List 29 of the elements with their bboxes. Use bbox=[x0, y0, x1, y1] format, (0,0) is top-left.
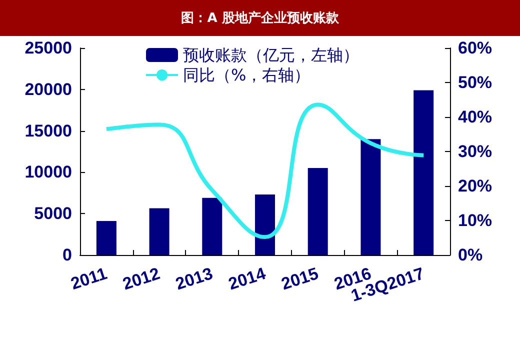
line-series bbox=[104, 102, 426, 240]
y-tick-label: 25000 bbox=[24, 38, 72, 58]
y2-tick-label: 60% bbox=[458, 38, 492, 58]
y2-tick-label: 40% bbox=[458, 108, 492, 126]
bar bbox=[308, 168, 328, 255]
x-tick-label: 2011 bbox=[68, 264, 110, 294]
bar bbox=[96, 221, 116, 255]
y-tick-label: 15000 bbox=[24, 121, 72, 140]
y2-tick-label: 10% bbox=[458, 211, 492, 230]
bar bbox=[149, 208, 170, 255]
y-tick-label: 10000 bbox=[24, 162, 72, 182]
y-tick-label: 20000 bbox=[24, 80, 72, 99]
chart-title: 图：A 股地产企业预收账款 bbox=[0, 0, 520, 36]
legend-label: 同比（%，右轴） bbox=[183, 66, 310, 84]
x-tick-label: 2013 bbox=[173, 264, 216, 294]
bar bbox=[360, 139, 381, 255]
y2-tick-label: 0% bbox=[458, 246, 483, 264]
x-tick-label: 2015 bbox=[278, 264, 321, 294]
y-tick-label: 0 bbox=[62, 246, 72, 264]
y2-tick-label: 30% bbox=[458, 142, 492, 161]
bar bbox=[414, 90, 434, 255]
legend-label: 预收账款（亿元，左轴） bbox=[183, 46, 359, 64]
bar bbox=[202, 198, 222, 255]
y-tick-label: 5000 bbox=[34, 204, 72, 224]
bar bbox=[255, 194, 275, 255]
x-tick-label: 2014 bbox=[226, 264, 268, 294]
x-tick-label: 2012 bbox=[120, 264, 162, 294]
y2-tick-label: 50% bbox=[458, 73, 492, 92]
y2-tick-label: 20% bbox=[458, 176, 492, 196]
